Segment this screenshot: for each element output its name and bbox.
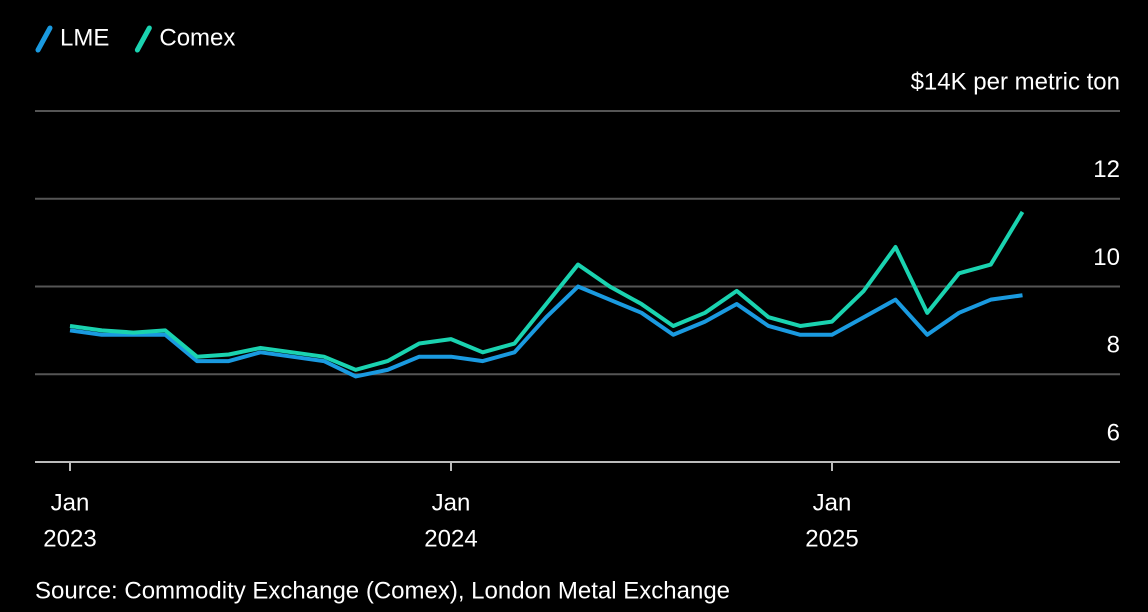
x-tick-label: 2023 — [43, 525, 96, 552]
y-tick-label: 8 — [1107, 332, 1120, 359]
x-tick-label: 2025 — [805, 525, 858, 552]
x-tick-label: Jan — [51, 489, 90, 516]
source-note: Source: Commodity Exchange (Comex), Lond… — [35, 577, 730, 604]
x-tick-label: Jan — [432, 489, 471, 516]
legend-swatch — [35, 25, 53, 53]
y-tick-label: 6 — [1107, 419, 1120, 446]
y-tick-label: 12 — [1093, 156, 1120, 183]
legend-swatch — [134, 25, 152, 53]
y-tick-label: 10 — [1093, 244, 1120, 271]
legend-label: Comex — [159, 24, 235, 51]
series-line — [69, 210, 1025, 372]
legend-label: LME — [60, 24, 109, 51]
x-tick-label: Jan — [813, 489, 852, 516]
x-tick-label: 2024 — [424, 525, 477, 552]
series-line — [69, 284, 1023, 379]
y-tick-label: $14K per metric ton — [911, 68, 1120, 95]
